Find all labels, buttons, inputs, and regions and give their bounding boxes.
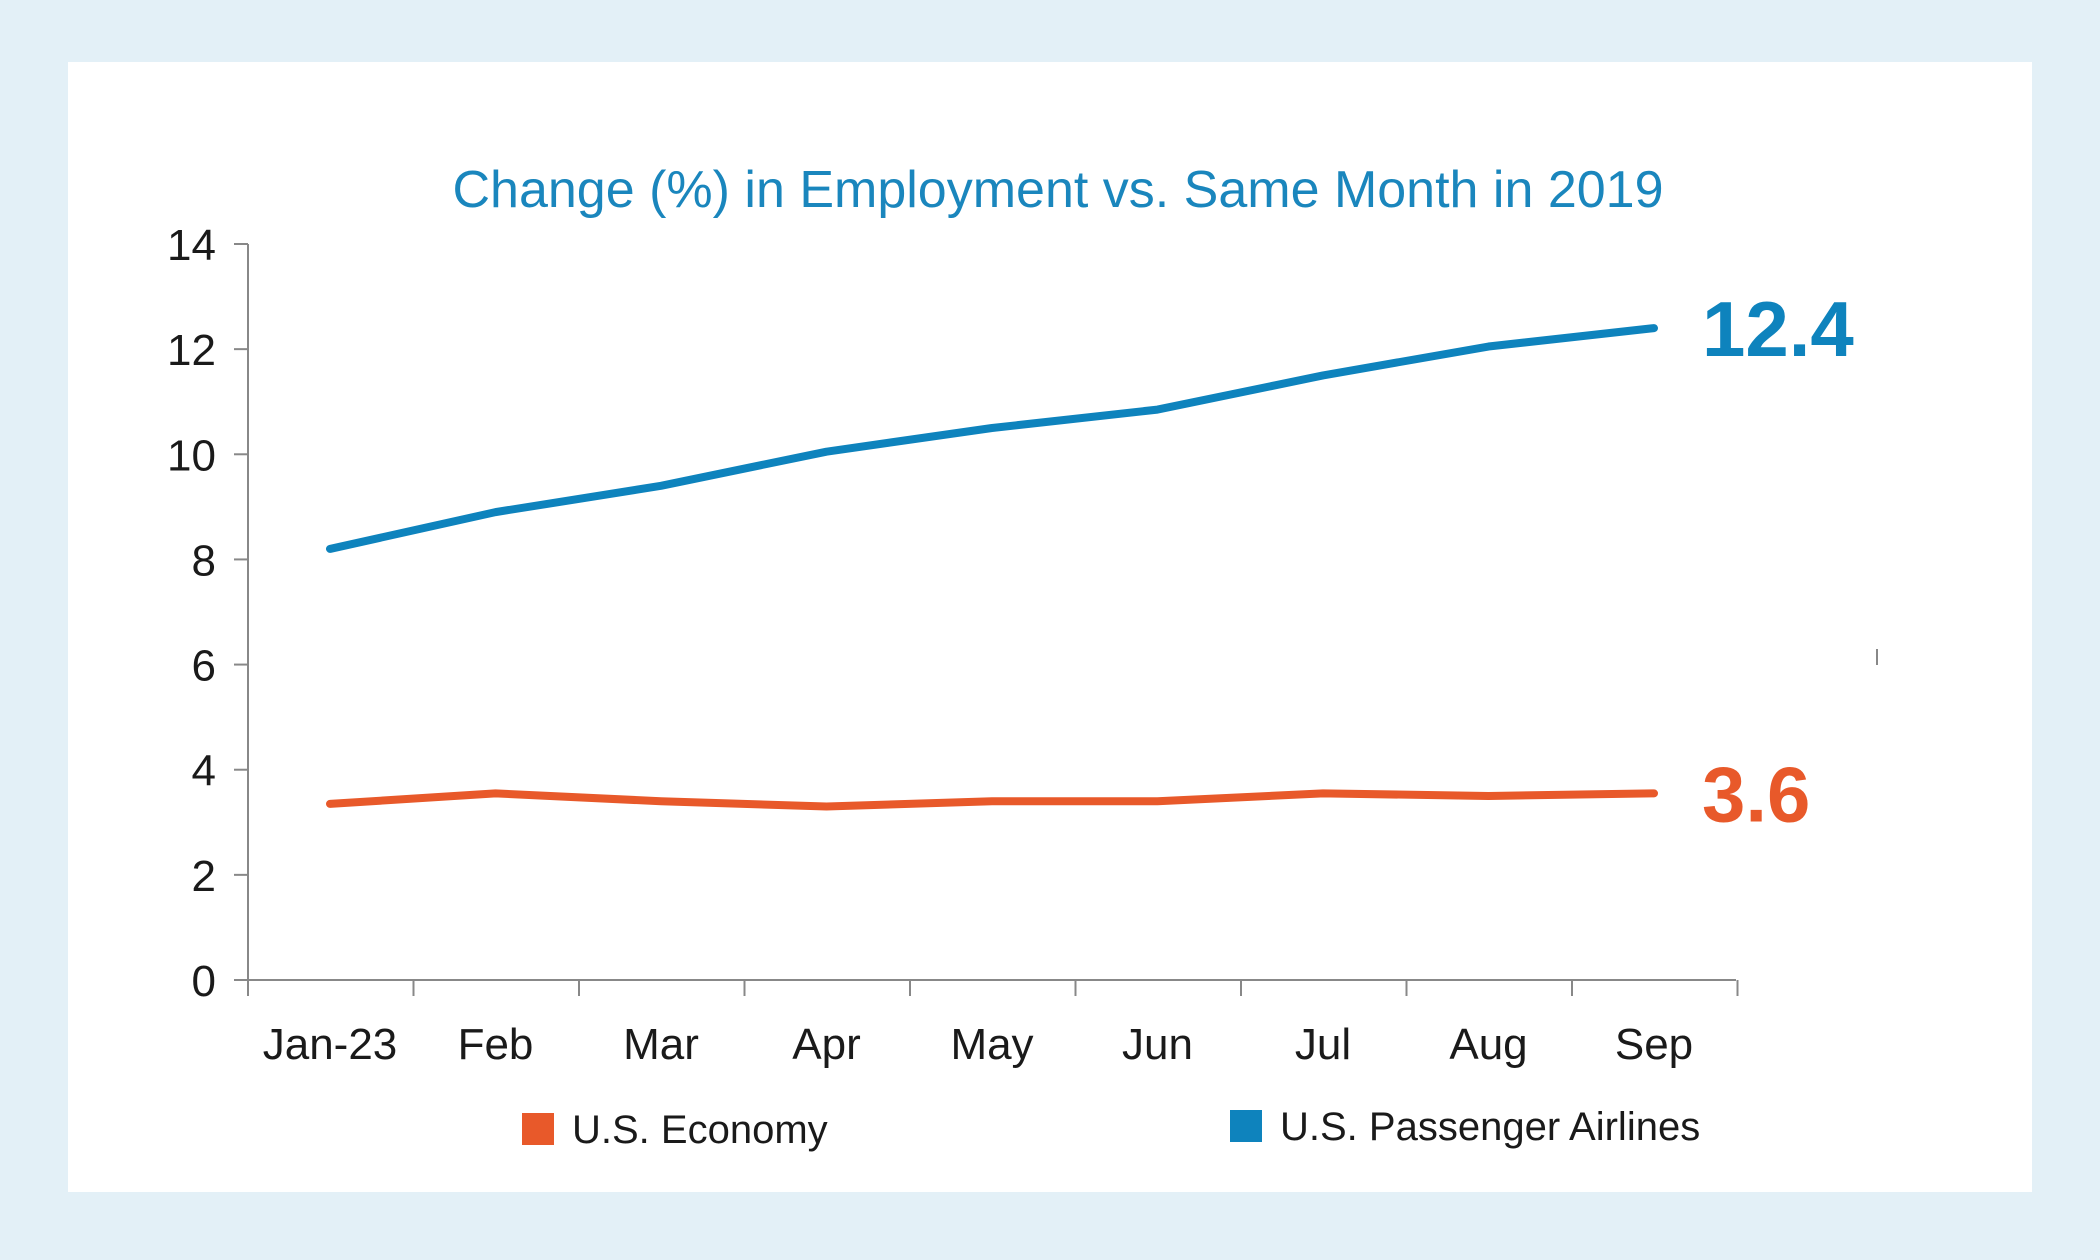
x-tick-label: May	[950, 1020, 1033, 1069]
x-tick-label: Jun	[1122, 1020, 1193, 1069]
x-tick-label: Jul	[1295, 1020, 1351, 1069]
legend-label: U.S. Passenger Airlines	[1280, 1105, 1700, 1149]
legend-label: U.S. Economy	[572, 1108, 828, 1152]
legend: U.S. Economy U.S. Passenger Airlines	[522, 1105, 1700, 1152]
x-tick-label: Feb	[458, 1020, 534, 1069]
x-tick-label: Apr	[792, 1020, 860, 1069]
x-tick-label: Mar	[623, 1020, 699, 1069]
x-tick-label: Sep	[1615, 1020, 1693, 1069]
legend-swatch	[522, 1113, 554, 1145]
axes	[247, 244, 1736, 981]
y-tick-label: 0	[192, 957, 216, 1006]
y-tick-label: 14	[167, 221, 216, 270]
x-tick-label: Jan-23	[263, 1020, 398, 1069]
series-line-u-s-passenger-airlines	[326, 324, 1658, 553]
y-tick-label: 4	[192, 747, 216, 796]
y-tick-label: 6	[192, 642, 216, 691]
y-tick-label: 2	[192, 852, 216, 901]
end-value-label: 3.6	[1702, 750, 1810, 838]
series-line-u-s-economy	[326, 789, 1658, 811]
end-labels: 12.4 3.6	[1702, 285, 1854, 838]
end-value-label: 12.4	[1702, 285, 1854, 373]
y-tick-label: 10	[167, 431, 216, 480]
chart-card	[68, 62, 2032, 1192]
y-tick-label: 12	[167, 326, 216, 375]
series	[326, 324, 1658, 811]
x-axis-ticks: Jan-23 Feb Mar Apr May Jun Jul Aug Sep	[247, 980, 1739, 1069]
y-axis-ticks: 0 2 4 6 8 10 12 14	[167, 221, 248, 1006]
chart-title: Change (%) in Employment vs. Same Month …	[452, 161, 1663, 219]
legend-swatch	[1230, 1110, 1262, 1142]
y-tick-label: 8	[192, 536, 216, 585]
x-tick-label: Aug	[1449, 1020, 1527, 1069]
